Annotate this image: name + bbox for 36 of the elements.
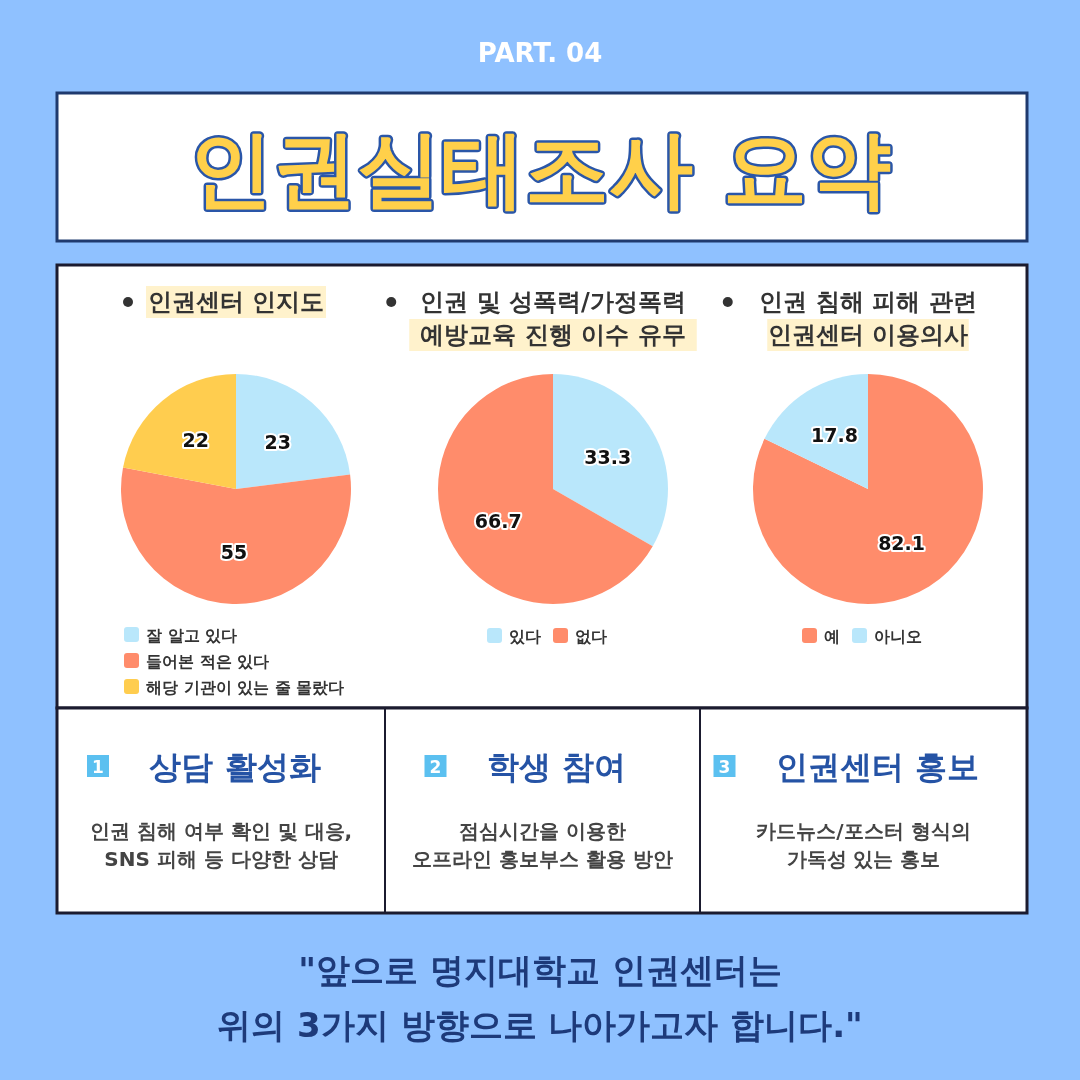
chart-title: 인권 침해 피해 관련 인권센터 이용의사 [759, 288, 977, 349]
legend-label: 잘 알고 있다 [146, 626, 238, 645]
text: 학생 참여 [486, 748, 627, 786]
text: 점심시간을 이용한 오프라인 홍보부스 활용 방안 [412, 819, 673, 871]
data-label: 82.1 [878, 531, 926, 554]
legend-label: 예 [824, 627, 840, 646]
data-label: 22 [182, 429, 209, 452]
legend-label: 해당 기관이 있는 줄 몰랐다 [146, 678, 345, 697]
text: 2 [429, 757, 442, 777]
data-label: 66.7 [474, 509, 522, 532]
text: 카드뉴스/포스터 형식의 가독성 있는 홍보 [756, 819, 971, 871]
text: "앞으로 명지대학교 인권센터는 위의 3가지 방향으로 나아가고자 합니다." [217, 950, 863, 1045]
pie-slice [121, 467, 351, 604]
chart-title: 인권 및 성폭력/가정폭력 예방교육 진행 이수 유무 [420, 288, 686, 349]
pie-slice [236, 374, 351, 489]
data-label: 33.3 [584, 446, 632, 469]
data-label: 55 [220, 541, 248, 564]
text: PART. 04 [477, 38, 603, 68]
pie-slice [753, 374, 983, 604]
text: 상담 활성화 [149, 748, 321, 786]
legend-label: 들어본 적은 있다 [146, 652, 270, 671]
pie-slice [123, 374, 236, 489]
legend-label: 아니오 [874, 627, 922, 646]
legend-label: 없다 [575, 627, 607, 646]
text: 3 [718, 757, 731, 777]
chart-title: 인권센터 인지도 [147, 288, 325, 316]
text: 인권실태조사 요약 [189, 120, 891, 218]
legend-label: 있다 [509, 627, 541, 646]
data-label: 23 [264, 430, 292, 453]
data-label: 17.8 [810, 424, 858, 447]
text: 인권센터 홍보 [775, 748, 980, 786]
pie-slice [764, 374, 868, 489]
text: 1 [92, 757, 104, 777]
pie-slice [553, 374, 668, 547]
text: 인권 침해 여부 확인 및 대응, SNS 피해 등 다양한 상담 [89, 819, 353, 871]
pie-slice [438, 374, 653, 604]
